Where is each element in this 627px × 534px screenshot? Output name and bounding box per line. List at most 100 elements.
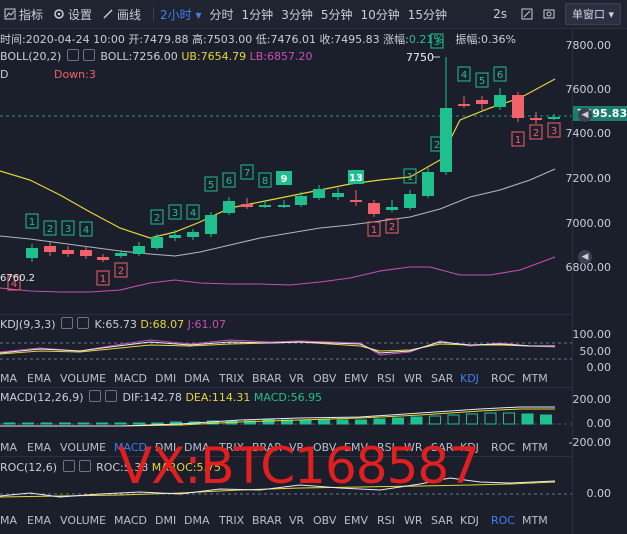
nav-roc[interactable]: ROC <box>491 440 515 454</box>
nav-trix[interactable]: TRIX <box>219 371 245 385</box>
nav-obv[interactable]: OBV <box>313 440 337 454</box>
macd-close-icon[interactable] <box>105 390 118 402</box>
nav-emv[interactable]: EMV <box>344 371 368 385</box>
nav-brar[interactable]: BRAR <box>252 371 282 385</box>
candle-body <box>169 235 181 238</box>
macd-histogram-bar <box>40 422 53 425</box>
nav-brar[interactable]: BRAR <box>252 440 282 454</box>
timeframe-10m[interactable]: 10分钟 <box>360 7 400 22</box>
boll-ub-value: UB:7654.79 <box>181 50 247 63</box>
nav-obv[interactable]: OBV <box>313 371 337 385</box>
macd-settings-icon[interactable] <box>89 390 102 402</box>
nav-sar[interactable]: SAR <box>431 440 454 454</box>
nav-obv[interactable]: OBV <box>313 513 337 527</box>
panel-divider <box>0 314 572 315</box>
nav-rsi[interactable]: RSI <box>377 513 395 527</box>
nav-dmi[interactable]: DMI <box>155 371 177 385</box>
y-tick-7400: 7400.00 <box>565 127 612 140</box>
nav-wr[interactable]: WR <box>404 440 423 454</box>
kdj-k-value: K:65.73 <box>94 318 137 331</box>
nav-dma[interactable]: DMA <box>184 371 210 385</box>
scroll-right-button[interactable]: ◀ <box>578 250 592 264</box>
roc-chart[interactable] <box>0 472 572 508</box>
ohlc-info: 时间:2020-04-24 10:00 开:7479.88 高:7503.00 … <box>0 31 516 47</box>
nav-roc[interactable]: ROC <box>491 513 515 527</box>
macd-histogram-bar <box>336 419 349 425</box>
timeframe-5m[interactable]: 5分钟 <box>320 7 353 22</box>
td-up-marker <box>258 172 272 188</box>
roc-close-icon[interactable] <box>78 460 91 472</box>
nav-macd[interactable]: MACD <box>114 371 147 385</box>
window-mode-button[interactable]: 单窗口 ▾ <box>564 3 621 25</box>
nav-trix[interactable]: TRIX <box>219 513 245 527</box>
macd-chart[interactable] <box>0 404 572 438</box>
nav-vr[interactable]: VR <box>289 440 305 454</box>
kdj-close-icon[interactable] <box>77 317 89 329</box>
nav-dmi[interactable]: DMI <box>155 440 177 454</box>
screenshot-icon[interactable] <box>543 8 555 20</box>
macd-histogram-bar <box>22 422 34 425</box>
draw-button[interactable]: 画线 <box>102 6 141 23</box>
nav-trix[interactable]: TRIX <box>219 440 245 454</box>
macd-histogram-bar <box>429 415 441 425</box>
nav-mtm[interactable]: MTM <box>522 371 548 385</box>
nav-rsi[interactable]: RSI <box>377 371 395 385</box>
nav-wr[interactable]: WR <box>404 371 423 385</box>
roc-settings-icon[interactable] <box>62 460 75 472</box>
nav-ma[interactable]: MA <box>0 513 18 527</box>
nav-macd[interactable]: MACD <box>114 513 147 527</box>
timeframe-tick[interactable]: 分时 <box>209 7 234 22</box>
ohlc-change-label: 涨幅: <box>383 33 409 46</box>
td-up-marker-label: 1 <box>407 172 413 183</box>
settings-button[interactable]: 设置 <box>53 6 92 23</box>
nav-sar[interactable]: SAR <box>431 371 454 385</box>
nav-emv[interactable]: EMV <box>344 440 368 454</box>
nav-kdj[interactable]: KDJ <box>460 513 479 527</box>
td-up-marker-label: 6 <box>226 176 232 187</box>
timeframe-3m[interactable]: 3分钟 <box>281 7 313 22</box>
nav-ema[interactable]: EMA <box>27 513 51 527</box>
nav-ma[interactable]: MA <box>0 440 18 454</box>
nav-ma[interactable]: MA <box>0 371 18 385</box>
kdj-chart[interactable] <box>0 330 572 368</box>
nav-ema[interactable]: EMA <box>27 440 51 454</box>
nav-sar[interactable]: SAR <box>431 513 454 527</box>
nav-emv[interactable]: EMV <box>344 513 368 527</box>
nav-rsi[interactable]: RSI <box>377 440 395 454</box>
timeframe-1m[interactable]: 1分钟 <box>241 7 274 22</box>
macd-tick-neg200: -200.00 <box>568 436 611 449</box>
macd-histogram-bar <box>521 413 534 425</box>
nav-kdj[interactable]: KDJ <box>460 371 479 385</box>
nav-mtm[interactable]: MTM <box>522 440 548 454</box>
timeframe-2h[interactable]: 2小时 ▾ <box>160 7 202 22</box>
nav-kdj[interactable]: KDJ <box>460 440 479 454</box>
td-up-marker-label: 4 <box>83 225 89 236</box>
expand-icon[interactable] <box>521 8 533 20</box>
kdj-settings-icon[interactable] <box>61 317 73 329</box>
boll-settings-icon[interactable] <box>66 49 79 61</box>
nav-volume[interactable]: VOLUME <box>60 513 107 527</box>
nav-dma[interactable]: DMA <box>184 440 210 454</box>
roc-value: ROC:5.38 <box>96 461 149 474</box>
nav-ema[interactable]: EMA <box>27 371 51 385</box>
td-up-marker-label: 8 <box>262 176 268 187</box>
nav-volume[interactable]: VOLUME <box>60 440 107 454</box>
refresh-interval[interactable]: 2s <box>493 7 507 21</box>
nav-mtm[interactable]: MTM <box>522 513 548 527</box>
nav-volume[interactable]: VOLUME <box>60 371 107 385</box>
nav-dmi[interactable]: DMI <box>155 513 177 527</box>
scroll-left-button[interactable]: ◀ <box>578 108 592 122</box>
timeframe-15m[interactable]: 15分钟 <box>407 7 448 22</box>
nav-macd[interactable]: MACD <box>114 440 147 454</box>
nav-vr[interactable]: VR <box>289 513 305 527</box>
nav-wr[interactable]: WR <box>404 513 423 527</box>
boll-close-icon[interactable] <box>82 49 95 61</box>
nav-brar[interactable]: BRAR <box>252 513 282 527</box>
indicator-button[interactable]: 指标 <box>4 6 43 23</box>
nav-dma[interactable]: DMA <box>184 513 210 527</box>
nav-roc[interactable]: ROC <box>491 371 515 385</box>
boll-mid-value: BOLL:7256.00 <box>100 50 178 63</box>
boll-name: BOLL(20,2) <box>0 50 62 63</box>
nav-vr[interactable]: VR <box>289 371 305 385</box>
